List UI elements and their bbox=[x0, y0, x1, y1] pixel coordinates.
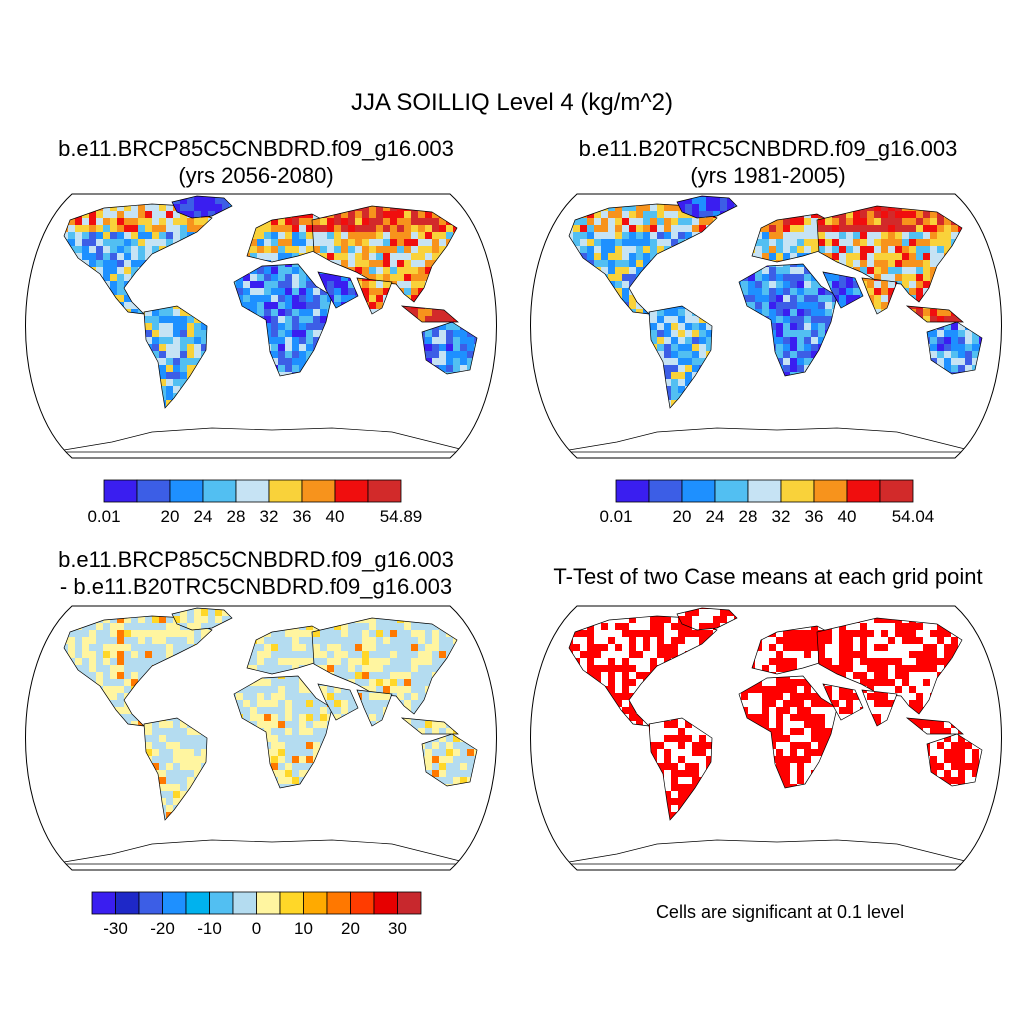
map-ttest bbox=[517, 602, 1015, 874]
colorbar-swatch bbox=[137, 480, 170, 502]
colorbar-tick-label: 32 bbox=[772, 507, 791, 526]
colorbar-swatch bbox=[374, 892, 398, 914]
figure-title: JJA SOILLIQ Level 4 (kg/m^2) bbox=[0, 89, 1024, 117]
colorbar-swatch bbox=[847, 480, 880, 502]
colorbar-tick-label: 40 bbox=[326, 507, 345, 526]
colorbar-tick-label: 0 bbox=[252, 919, 261, 938]
colorbar-tick-label: 54.04 bbox=[892, 507, 935, 526]
colorbar-swatch bbox=[163, 892, 187, 914]
colorbar-swatch bbox=[649, 480, 682, 502]
colorbar-tick-label: -30 bbox=[103, 919, 128, 938]
colorbar-swatch bbox=[327, 892, 351, 914]
colorbar-swatch bbox=[233, 892, 257, 914]
colorbar-tick-label: 0.01 bbox=[599, 507, 632, 526]
colorbar-swatch bbox=[304, 892, 328, 914]
colorbar-swatch bbox=[814, 480, 847, 502]
colorbar-swatch bbox=[280, 892, 304, 914]
map-difference bbox=[12, 602, 510, 874]
colorbar-swatch bbox=[92, 892, 116, 914]
panel-title-control-line2: (yrs 1981-2005) bbox=[532, 162, 1004, 189]
colorbar-swatch bbox=[104, 480, 137, 502]
colorbar-control: 0.01 20 24 28 32 36 40 54.04 bbox=[590, 480, 940, 528]
colorbar-tick-label: 10 bbox=[294, 919, 313, 938]
panel-title-ttest: T-Test of two Case means at each grid po… bbox=[512, 563, 1024, 590]
colorbar-tick-label: 24 bbox=[706, 507, 725, 526]
colorbar-case: 0.01 20 24 28 32 36 40 54.89 bbox=[80, 480, 430, 528]
colorbar-tick-label: 40 bbox=[838, 507, 857, 526]
colorbar-tick-label: 30 bbox=[388, 919, 407, 938]
colorbar-tick-label: 28 bbox=[739, 507, 758, 526]
colorbar-swatch bbox=[880, 480, 913, 502]
colorbar-tick-label: 32 bbox=[260, 507, 279, 526]
colorbar-tick-label: -20 bbox=[150, 919, 175, 938]
colorbar-swatch bbox=[170, 480, 203, 502]
colorbar-tick-label: 28 bbox=[227, 507, 246, 526]
colorbar-swatch bbox=[186, 892, 210, 914]
colorbar-swatch bbox=[203, 480, 236, 502]
panel-title-case-line2: (yrs 2056-2080) bbox=[20, 162, 492, 189]
colorbar-tick-label: 36 bbox=[293, 507, 312, 526]
colorbar-swatch bbox=[210, 892, 234, 914]
panel-title-case: b.e11.BRCP85C5CNBDRD.f09_g16.003 (yrs 20… bbox=[20, 135, 492, 189]
colorbar-tick-label: 20 bbox=[341, 919, 360, 938]
colorbar-swatch bbox=[368, 480, 401, 502]
panel-title-difference-line2: - b.e11.B20TRC5CNBDRD.f09_g16.003 bbox=[20, 573, 492, 600]
colorbar-swatch bbox=[139, 892, 163, 914]
colorbar-tick-label: 20 bbox=[161, 507, 180, 526]
colorbar-swatch bbox=[116, 892, 140, 914]
panel-title-difference-line1: b.e11.BRCP85C5CNBDRD.f09_g16.003 bbox=[20, 546, 492, 573]
colorbar-tick-label: 20 bbox=[673, 507, 692, 526]
colorbar-swatch bbox=[351, 892, 375, 914]
panel-title-control: b.e11.B20TRC5CNBDRD.f09_g16.003 (yrs 198… bbox=[532, 135, 1004, 189]
colorbar-tick-label: -10 bbox=[197, 919, 222, 938]
panel-title-difference: b.e11.BRCP85C5CNBDRD.f09_g16.003 - b.e11… bbox=[20, 546, 492, 600]
colorbar-swatch bbox=[236, 480, 269, 502]
colorbar-tick-label: 36 bbox=[805, 507, 824, 526]
panel-title-case-line1: b.e11.BRCP85C5CNBDRD.f09_g16.003 bbox=[20, 135, 492, 162]
colorbar-swatch bbox=[682, 480, 715, 502]
map-control bbox=[517, 190, 1015, 462]
colorbar-swatch bbox=[269, 480, 302, 502]
colorbar-tick-label: 0.01 bbox=[87, 507, 120, 526]
colorbar-tick-label: 54.89 bbox=[380, 507, 423, 526]
colorbar-swatch bbox=[616, 480, 649, 502]
colorbar-tick-label: 24 bbox=[194, 507, 213, 526]
panel-title-control-line1: b.e11.B20TRC5CNBDRD.f09_g16.003 bbox=[532, 135, 1004, 162]
colorbar-swatch bbox=[257, 892, 281, 914]
significance-note: Cells are significant at 0.1 level bbox=[560, 902, 1000, 923]
colorbar-swatch bbox=[302, 480, 335, 502]
colorbar-swatch bbox=[715, 480, 748, 502]
colorbar-difference: -30 -20 -10 0 10 20 30 bbox=[70, 892, 430, 940]
map-case bbox=[12, 190, 510, 462]
colorbar-swatch bbox=[335, 480, 368, 502]
colorbar-swatch bbox=[781, 480, 814, 502]
colorbar-swatch bbox=[398, 892, 422, 914]
colorbar-swatch bbox=[748, 480, 781, 502]
